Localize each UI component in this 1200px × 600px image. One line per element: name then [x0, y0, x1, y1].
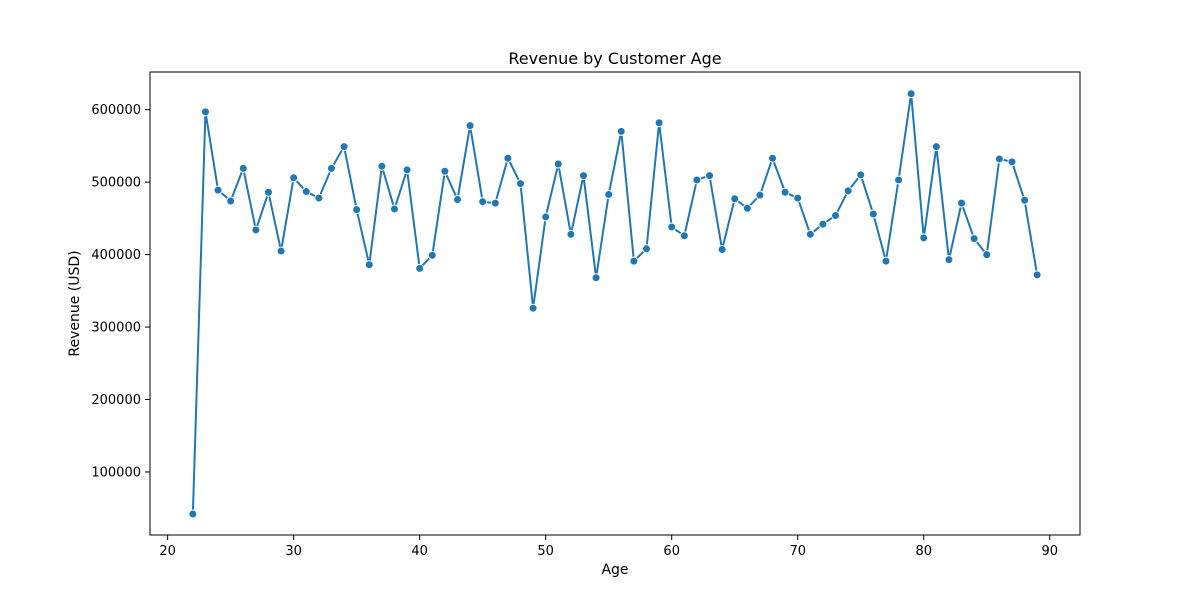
data-point: [692, 175, 702, 185]
data-point: [578, 171, 588, 181]
plot-area: [150, 72, 1080, 535]
data-point: [843, 186, 853, 196]
x-axis-ticks: 20 30 40 50 60 70 80 90: [159, 535, 1058, 559]
data-point: [465, 121, 475, 131]
y-axis-label: Revenue (USD): [67, 250, 83, 356]
data-point: [591, 273, 601, 283]
data-point: [364, 260, 374, 270]
data-point: [1020, 195, 1030, 205]
data-point: [314, 193, 324, 203]
x-tick-label: 60: [663, 544, 680, 559]
x-tick-label: 90: [1041, 544, 1058, 559]
data-point: [969, 234, 979, 244]
data-point: [188, 509, 198, 519]
data-point: [326, 163, 336, 173]
y-tick-label: 600000: [91, 103, 141, 118]
data-point: [944, 255, 954, 265]
data-point: [478, 197, 488, 207]
y-tick-label: 100000: [91, 465, 141, 480]
data-point: [490, 198, 500, 208]
data-point: [427, 250, 437, 260]
data-point: [200, 107, 210, 117]
plot-frame: [149, 71, 1081, 536]
data-point: [730, 194, 740, 204]
data-point: [541, 212, 551, 222]
data-point: [780, 187, 790, 197]
x-tick-label: 40: [411, 544, 428, 559]
data-point: [919, 233, 929, 243]
data-point: [654, 118, 664, 128]
y-tick-label: 300000: [91, 321, 141, 336]
data-point: [805, 229, 815, 239]
data-point: [289, 173, 299, 183]
data-point: [818, 219, 828, 229]
data-point: [515, 179, 525, 189]
data-point: [263, 187, 273, 197]
data-point: [616, 126, 626, 136]
x-tick-label: 70: [789, 544, 806, 559]
series-layer: [188, 89, 1042, 519]
y-tick-label: 400000: [91, 248, 141, 263]
data-point: [957, 198, 967, 208]
data-point: [301, 187, 311, 197]
data-point: [566, 229, 576, 239]
data-point: [994, 154, 1004, 164]
data-point: [894, 175, 904, 185]
data-point: [604, 189, 614, 199]
data-point: [831, 210, 841, 220]
data-point: [717, 245, 727, 255]
data-point: [679, 231, 689, 241]
data-point: [251, 225, 261, 235]
data-point: [1007, 157, 1017, 167]
data-point: [352, 205, 362, 215]
data-point: [452, 195, 462, 205]
data-point: [528, 303, 538, 313]
x-tick-label: 80: [915, 544, 932, 559]
data-point: [742, 203, 752, 213]
data-point: [389, 204, 399, 214]
data-point: [440, 166, 450, 176]
data-point: [881, 256, 891, 266]
y-axis-ticks: 100000 200000 300000 400000 500000 600000: [91, 103, 150, 480]
y-tick-label: 500000: [91, 176, 141, 191]
data-point: [667, 222, 677, 232]
data-point: [629, 256, 639, 266]
x-axis-label: Age: [601, 562, 628, 578]
data-point: [415, 263, 425, 273]
data-point: [339, 142, 349, 152]
data-point: [755, 190, 765, 200]
data-point: [238, 163, 248, 173]
data-point: [226, 196, 236, 206]
x-tick-label: 30: [285, 544, 302, 559]
data-point: [906, 89, 916, 99]
data-point: [768, 153, 778, 163]
data-point: [553, 159, 563, 169]
data-point: [705, 171, 715, 181]
data-point: [276, 246, 286, 256]
data-point: [1032, 270, 1042, 280]
data-point: [377, 161, 387, 171]
data-point: [982, 250, 992, 260]
data-point: [931, 142, 941, 152]
data-point: [856, 170, 866, 180]
x-tick-label: 20: [159, 544, 176, 559]
data-point: [402, 165, 412, 175]
data-point: [213, 185, 223, 195]
data-point: [503, 153, 513, 163]
y-tick-label: 200000: [91, 393, 141, 408]
data-point: [793, 193, 803, 203]
chart-title: Revenue by Customer Age: [508, 49, 721, 68]
data-point: [868, 209, 878, 219]
x-tick-label: 50: [537, 544, 554, 559]
data-point: [642, 244, 652, 254]
